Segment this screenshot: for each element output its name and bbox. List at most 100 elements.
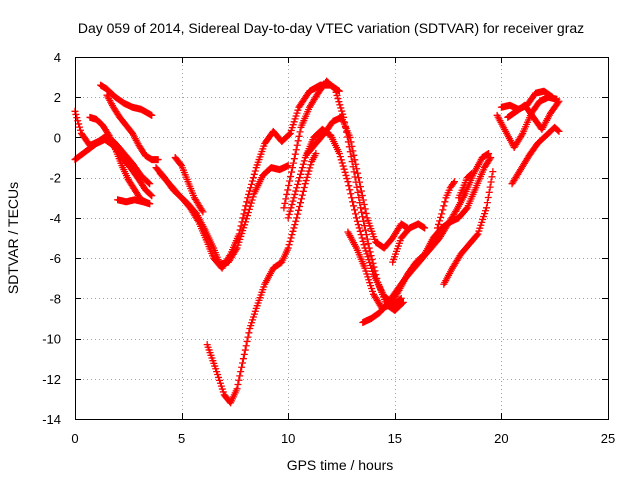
data-point: [242, 202, 250, 210]
data-point: [433, 224, 441, 232]
data-point: [244, 333, 252, 341]
data-point: [283, 190, 291, 198]
data-point: [351, 173, 359, 181]
data-point: [237, 222, 245, 230]
data-point: [473, 231, 481, 239]
data-point: [301, 180, 309, 188]
data-point: [351, 206, 359, 214]
data-point: [351, 210, 359, 218]
data-point: [437, 213, 445, 221]
data-point: [332, 88, 340, 96]
series-arc4: [103, 91, 162, 164]
data-point: [146, 180, 154, 188]
data-point: [360, 217, 368, 225]
data-point: [291, 190, 299, 198]
data-point: [355, 174, 363, 182]
y-tick-label: -12: [42, 372, 61, 387]
y-tick-label: -10: [42, 332, 61, 347]
data-point: [290, 155, 298, 163]
data-point: [341, 168, 349, 176]
data-point: [297, 167, 305, 175]
data-point: [291, 221, 299, 229]
data-point: [249, 174, 257, 182]
data-point: [76, 123, 84, 131]
data-point: [555, 97, 563, 105]
data-point: [353, 165, 361, 173]
data-point: [362, 209, 370, 217]
data-point: [238, 363, 246, 371]
data-point: [518, 131, 526, 139]
data-point: [304, 170, 312, 178]
data-point: [285, 241, 293, 249]
data-point: [450, 178, 458, 186]
data-point: [235, 230, 243, 238]
data-point: [282, 195, 290, 203]
data-point: [280, 204, 288, 212]
data-point: [359, 237, 367, 245]
data-point: [439, 206, 447, 214]
data-point: [237, 368, 245, 376]
series-arc2: [86, 113, 154, 208]
data-point: [241, 346, 249, 354]
y-tick-label: -6: [49, 251, 61, 266]
data-point: [298, 164, 306, 172]
data-point: [555, 127, 563, 135]
data-point: [297, 199, 305, 207]
data-point: [236, 372, 244, 380]
data-point: [289, 197, 297, 205]
data-point: [245, 190, 253, 198]
data-point: [356, 199, 364, 207]
data-point: [294, 137, 302, 145]
data-point: [242, 342, 250, 350]
data-point: [337, 156, 345, 164]
data-point: [449, 179, 457, 187]
data-point: [485, 188, 493, 196]
data-point: [356, 183, 364, 191]
y-tick-labels: -14 -12 -10 -8 -6 -4 -2 0 2 4: [42, 50, 61, 427]
data-point: [354, 188, 362, 196]
data-point: [289, 159, 297, 167]
data-point: [357, 231, 365, 239]
data-point: [292, 146, 300, 154]
series-arc13: [303, 113, 412, 252]
data-point: [284, 244, 292, 252]
data-point: [357, 187, 365, 195]
data-point: [305, 167, 313, 175]
x-tick-label: 10: [281, 431, 295, 446]
data-point: [397, 294, 405, 302]
data-point: [194, 216, 202, 224]
data-point: [548, 93, 556, 101]
data-point: [486, 183, 494, 191]
data-point: [336, 153, 344, 161]
data-point: [235, 376, 243, 384]
data-point: [483, 199, 491, 207]
data-point: [243, 198, 251, 206]
data-point: [361, 205, 369, 213]
data-point: [358, 234, 366, 242]
data-point: [468, 170, 476, 178]
data-point: [306, 164, 314, 172]
data-point: [300, 183, 308, 191]
series-arc3: [97, 81, 156, 119]
data-point: [294, 210, 302, 218]
data-point: [489, 168, 497, 176]
data-point: [435, 220, 443, 228]
data-point: [363, 235, 371, 243]
data-point: [285, 130, 293, 138]
data-point: [239, 355, 247, 363]
data-point: [348, 142, 356, 150]
data-point: [236, 226, 244, 234]
data-point: [359, 213, 367, 221]
data-point: [251, 167, 259, 175]
data-point: [353, 217, 361, 225]
data-point: [243, 212, 251, 220]
data-point: [346, 186, 354, 194]
data-point: [292, 187, 300, 195]
data-point: [198, 206, 206, 214]
data-point: [293, 141, 301, 149]
data-point: [358, 208, 366, 216]
data-point: [356, 178, 364, 186]
x-tick-label: 25: [601, 431, 615, 446]
x-tick-label: 5: [178, 431, 185, 446]
